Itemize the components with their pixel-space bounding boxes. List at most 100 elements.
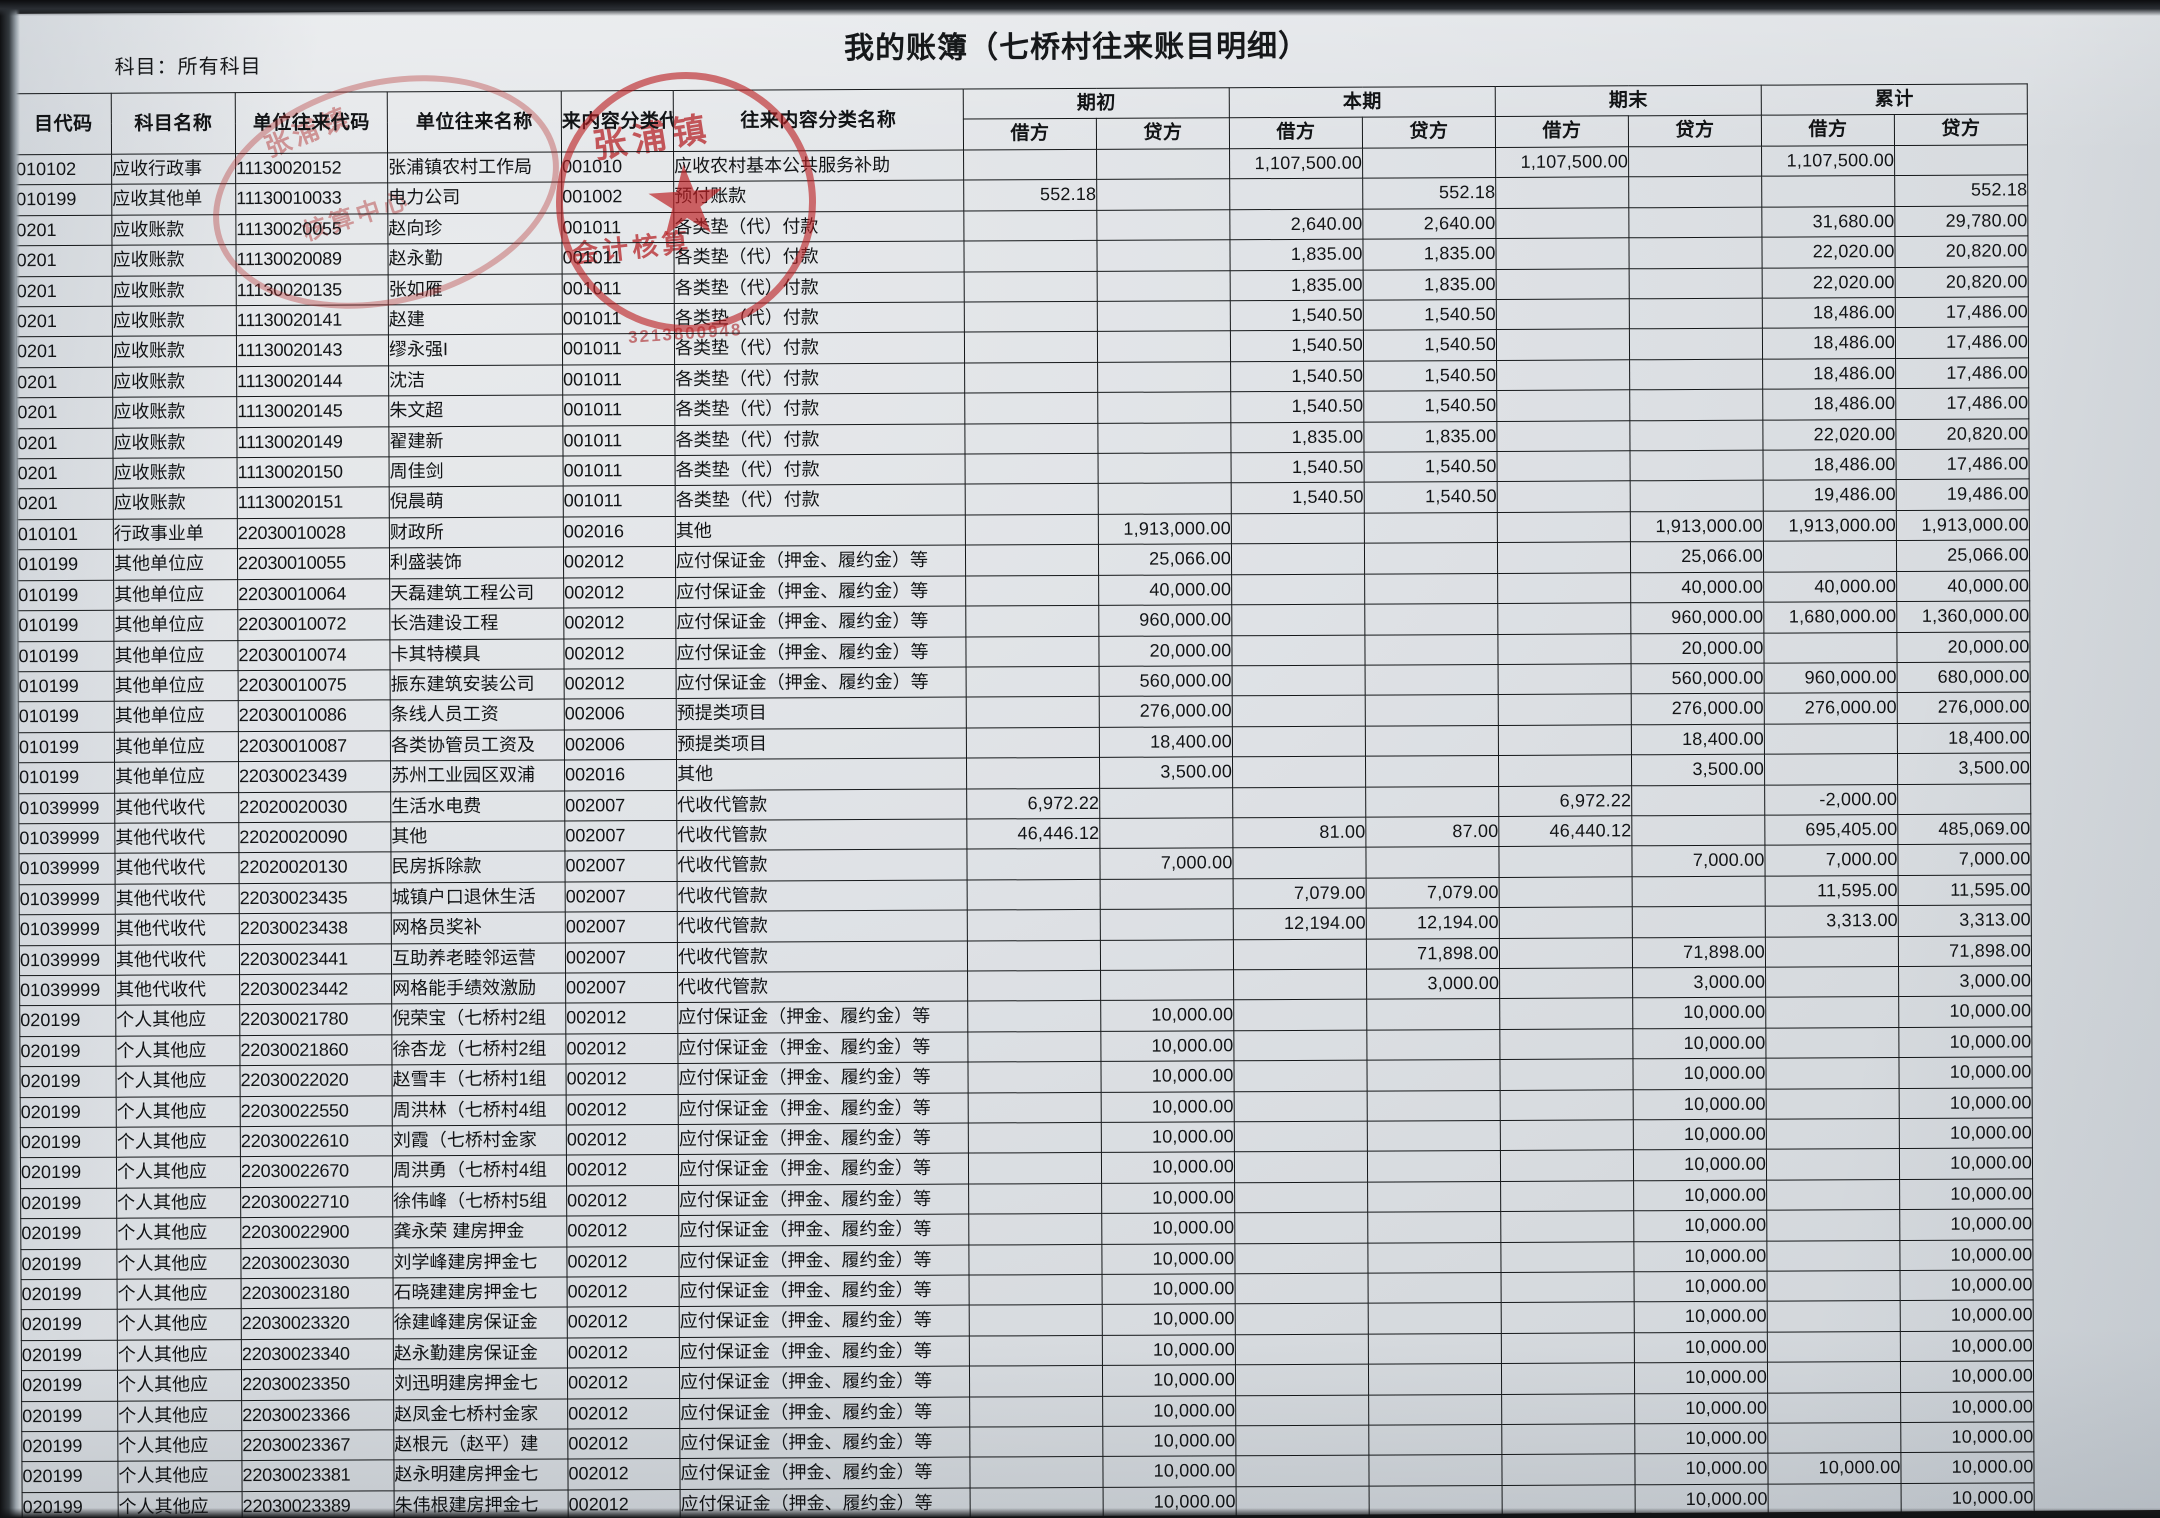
cell-closing-debit (1500, 1211, 1634, 1243)
cell-cumulative-credit: 17,486.00 (1895, 296, 2029, 328)
cell-subject-code: 0201 (15, 245, 113, 277)
cell-subject-name: 个人其他应 (117, 1430, 242, 1462)
cell-current-debit (1229, 178, 1363, 210)
cell-content-code: 002012 (563, 546, 676, 578)
cell-cumulative-debit (1765, 966, 1899, 998)
cell-content-name: 代收代管款 (676, 849, 968, 882)
cell-closing-debit (1497, 572, 1631, 604)
cell-opening-credit: 10,000.00 (1101, 1212, 1235, 1245)
cell-current-credit: 87.00 (1365, 816, 1499, 848)
cell-unit-code: 22030023340 (241, 1338, 394, 1370)
cell-opening-debit (968, 1152, 1102, 1184)
cell-cumulative-debit (1766, 1179, 1900, 1211)
cell-unit-code: 22030021860 (239, 1034, 392, 1066)
cell-subject-code: 010199 (18, 762, 115, 794)
cell-content-code: 002012 (565, 1033, 678, 1065)
cell-current-debit: 2,640.00 (1229, 208, 1363, 240)
cell-subject-code: 020199 (20, 1248, 118, 1280)
cell-subject-code: 0201 (15, 215, 112, 246)
cell-current-credit (1366, 998, 1500, 1030)
cell-unit-code: 22030023367 (241, 1429, 394, 1462)
cell-unit-code: 22030023320 (241, 1308, 394, 1340)
cell-cumulative-debit: 18,486.00 (1762, 297, 1896, 329)
cell-current-debit (1235, 1394, 1369, 1426)
cell-closing-credit: 20,000.00 (1630, 632, 1765, 664)
cell-closing-debit (1500, 1150, 1634, 1182)
cell-opening-debit (967, 879, 1101, 911)
cell-unit-code: 11130020143 (236, 335, 389, 367)
cell-cumulative-credit: 1,913,000.00 (1896, 509, 2030, 541)
cell-current-debit (1233, 1029, 1367, 1061)
cell-cumulative-credit: 10,000.00 (1901, 1482, 2035, 1514)
cell-content-code: 002012 (566, 1124, 679, 1156)
cell-cumulative-credit: 10,000.00 (1899, 1209, 2033, 1241)
cell-cumulative-credit: 7,000.00 (1897, 844, 2032, 876)
cell-unit-name: 卡其特模具 (389, 638, 565, 670)
cell-closing-debit (1499, 1028, 1634, 1060)
cell-cumulative-debit: 1,913,000.00 (1763, 510, 1897, 542)
cell-current-debit (1236, 1485, 1370, 1518)
cell-cumulative-credit: 276,000.00 (1897, 692, 2031, 724)
cell-cumulative-debit (1764, 753, 1898, 785)
cell-opening-debit (965, 635, 1100, 667)
cell-opening-credit: 10,000.00 (1102, 1364, 1236, 1397)
cell-unit-name: 赵建 (388, 304, 563, 336)
cell-closing-credit (1629, 328, 1763, 360)
cell-opening-debit (969, 1365, 1103, 1397)
cell-current-debit (1232, 847, 1367, 879)
cell-subject-code: 020199 (20, 1127, 117, 1159)
cell-content-name: 代收代管款 (676, 818, 967, 851)
cell-closing-credit (1628, 237, 1763, 269)
cell-opening-credit: 1,913,000.00 (1098, 513, 1232, 545)
cell-cumulative-debit (1766, 1209, 1900, 1241)
cell-subject-name: 个人其他应 (116, 1126, 241, 1158)
cell-current-credit (1364, 542, 1498, 574)
cell-content-code: 002007 (565, 881, 678, 913)
cell-current-credit (1368, 1454, 1503, 1486)
cell-unit-name: 赵雪丰（七桥村1组 (391, 1064, 567, 1096)
cell-closing-debit (1496, 390, 1630, 422)
cell-current-credit (1368, 1302, 1502, 1334)
cell-current-debit (1231, 543, 1365, 575)
cell-opening-credit: 10,000.00 (1101, 1091, 1235, 1123)
cell-content-name: 应付保证金（押金、履约金）等 (676, 666, 967, 699)
cell-closing-debit (1501, 1454, 1636, 1486)
cell-opening-credit (1096, 239, 1231, 272)
cell-opening-credit: 10,000.00 (1102, 1395, 1236, 1427)
cell-cumulative-debit (1765, 996, 1899, 1028)
cell-unit-code: 22030010086 (238, 700, 391, 732)
cell-cumulative-credit: 11,595.00 (1898, 874, 2032, 906)
header-subject-code: 目代码 (15, 93, 112, 155)
cell-opening-credit (1097, 300, 1231, 332)
cell-cumulative-debit: 19,486.00 (1763, 479, 1897, 512)
cell-current-credit: 3,000.00 (1366, 968, 1500, 1000)
cell-subject-name: 其他单位应 (114, 761, 239, 793)
cell-cumulative-debit: 18,486.00 (1763, 449, 1897, 481)
cell-closing-debit: 46,440.12 (1498, 815, 1632, 847)
cell-opening-debit (965, 453, 1099, 485)
cell-unit-code: 22020020030 (238, 791, 391, 823)
cell-subject-code: 010199 (18, 671, 115, 703)
cell-content-code: 001011 (561, 212, 674, 244)
cell-current-credit: 12,194.00 (1366, 907, 1500, 939)
header-unit-name: 单位往来名称 (387, 91, 562, 153)
cell-current-credit (1364, 512, 1498, 544)
cell-cumulative-credit: 17,486.00 (1895, 327, 2029, 359)
cell-subject-code: 010199 (17, 610, 114, 642)
cell-unit-name: 各类协管员工资及 (390, 729, 565, 761)
cell-current-credit: 2,640.00 (1362, 208, 1496, 240)
cell-subject-code: 010199 (18, 731, 115, 763)
cell-unit-name: 赵根元（赵平）建 (393, 1429, 568, 1461)
cell-content-code: 002012 (568, 1489, 681, 1518)
cell-opening-debit (963, 210, 1097, 242)
cell-opening-credit (1097, 422, 1232, 454)
cell-unit-code: 22030023350 (241, 1369, 394, 1401)
cell-content-name: 应付保证金（押金、履约金）等 (679, 1305, 970, 1338)
cell-opening-credit: 3,500.00 (1099, 756, 1233, 788)
cell-content-name: 代收代管款 (677, 910, 968, 943)
cell-unit-code: 22030010072 (237, 608, 390, 641)
cell-content-code: 002006 (564, 729, 677, 761)
cell-current-debit: 1,540.50 (1230, 360, 1364, 393)
cell-closing-credit: 10,000.00 (1633, 1210, 1767, 1242)
